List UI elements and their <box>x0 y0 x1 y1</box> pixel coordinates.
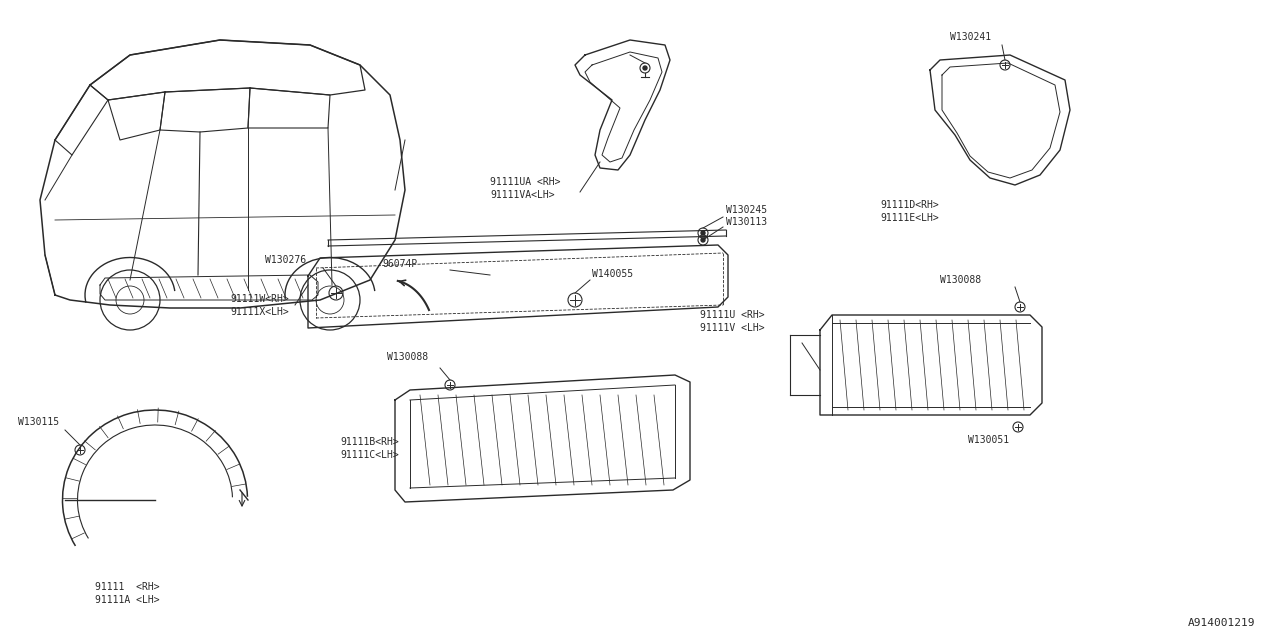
Text: W130115: W130115 <box>18 417 59 427</box>
Circle shape <box>701 238 705 242</box>
Text: 91111E<LH>: 91111E<LH> <box>881 213 938 223</box>
Text: 91111C<LH>: 91111C<LH> <box>340 450 399 460</box>
Text: 91111W<RH>: 91111W<RH> <box>230 294 289 304</box>
Text: 91111B<RH>: 91111B<RH> <box>340 437 399 447</box>
Text: W130088: W130088 <box>387 352 428 362</box>
Circle shape <box>701 231 705 235</box>
Text: 91111V <LH>: 91111V <LH> <box>700 323 764 333</box>
Text: 91111U <RH>: 91111U <RH> <box>700 310 764 320</box>
Text: W130245: W130245 <box>726 205 767 215</box>
Text: W130276: W130276 <box>265 255 306 265</box>
Text: 91111A <LH>: 91111A <LH> <box>95 595 160 605</box>
Text: 91111D<RH>: 91111D<RH> <box>881 200 938 210</box>
Text: W140055: W140055 <box>591 269 634 279</box>
Text: W130088: W130088 <box>940 275 982 285</box>
Circle shape <box>643 66 646 70</box>
Text: 96074P: 96074P <box>381 259 417 269</box>
Text: W130113: W130113 <box>726 217 767 227</box>
Text: 91111  <RH>: 91111 <RH> <box>95 582 160 592</box>
Text: 91111VA<LH>: 91111VA<LH> <box>490 190 554 200</box>
Text: 91111UA <RH>: 91111UA <RH> <box>490 177 561 187</box>
Text: W130241: W130241 <box>950 32 991 42</box>
Text: 91111X<LH>: 91111X<LH> <box>230 307 289 317</box>
Text: W130051: W130051 <box>968 435 1009 445</box>
Text: A914001219: A914001219 <box>1188 618 1254 628</box>
